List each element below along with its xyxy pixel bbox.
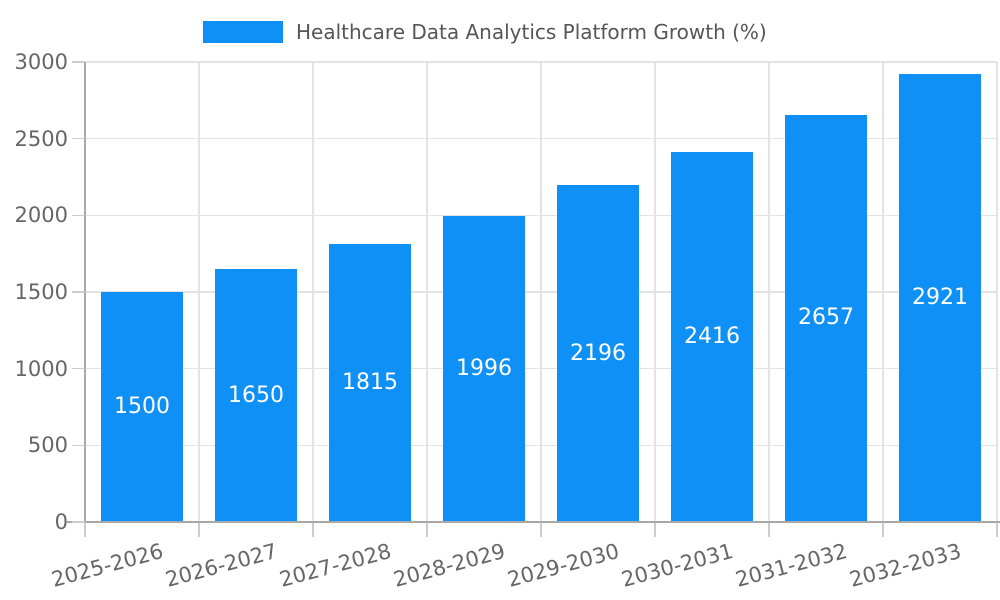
- chart-legend: Healthcare Data Analytics Platform Growt…: [203, 21, 767, 43]
- bar-value-label: 2921: [912, 285, 968, 311]
- x-tick-label: 2027-2028: [276, 539, 394, 592]
- bar: [671, 151, 753, 522]
- x-tick-mark: [882, 523, 884, 537]
- bar-value-label: 1996: [456, 355, 512, 381]
- bar: [557, 185, 639, 522]
- y-tick-label: 0: [54, 510, 68, 534]
- gridline-vertical: [654, 62, 656, 522]
- y-tick-label: 2000: [14, 203, 68, 228]
- bar-value-label: 2416: [684, 323, 740, 349]
- x-tick-label: 2025-2026: [48, 539, 166, 592]
- x-tick-mark: [198, 523, 200, 537]
- x-tick-label: 2030-2031: [618, 539, 736, 592]
- y-tick-mark: [72, 137, 85, 140]
- y-tick-mark: [72, 521, 85, 523]
- y-tick-mark: [72, 61, 85, 63]
- y-tick-mark: [72, 444, 85, 447]
- x-axis-line: [67, 521, 1000, 523]
- gridline-vertical: [882, 62, 884, 522]
- y-tick-mark: [72, 291, 85, 293]
- x-tick-mark: [84, 523, 86, 537]
- bar: [785, 114, 867, 522]
- x-tick-label: 2028-2029: [390, 539, 508, 592]
- y-tick-mark: [72, 214, 85, 217]
- x-tick-mark: [312, 523, 314, 537]
- y-tick-label: 2500: [14, 126, 68, 151]
- bar-value-label: 1815: [342, 369, 398, 395]
- y-tick-label: 3000: [14, 50, 68, 74]
- bar-value-label: 1650: [228, 382, 284, 408]
- y-tick-label: 1500: [14, 280, 68, 304]
- gridline-vertical: [426, 62, 428, 522]
- y-tick-label: 1000: [14, 356, 68, 381]
- gridline-vertical: [996, 62, 998, 522]
- bar-value-label: 2196: [570, 340, 626, 366]
- x-tick-label: 2031-2032: [732, 539, 850, 592]
- legend-label: Healthcare Data Analytics Platform Growt…: [296, 20, 767, 44]
- gridline-vertical: [198, 62, 200, 522]
- x-tick-mark: [768, 523, 770, 537]
- x-tick-mark: [654, 523, 656, 537]
- y-tick-mark: [72, 367, 85, 370]
- x-tick-label: 2029-2030: [504, 539, 622, 592]
- x-tick-mark: [996, 523, 998, 537]
- y-tick-label: 500: [27, 433, 68, 458]
- bar: [215, 269, 297, 522]
- x-tick-label: 2026-2027: [162, 539, 280, 592]
- gridline-vertical: [768, 62, 770, 522]
- x-tick-mark: [540, 523, 542, 537]
- bar-value-label: 2657: [798, 305, 854, 331]
- gridline-vertical: [312, 62, 314, 522]
- bar: [899, 74, 981, 522]
- bar: [101, 292, 183, 522]
- x-tick-mark: [426, 523, 428, 537]
- x-tick-label: 2032-2033: [846, 539, 964, 592]
- bar: [329, 243, 411, 522]
- legend-swatch: [203, 21, 283, 43]
- plot-area: 1500 1650 1815 1996 2196 2416 2657 2921: [85, 61, 998, 522]
- bar: [443, 215, 525, 522]
- bar-value-label: 1500: [114, 394, 170, 419]
- gridline-vertical: [540, 62, 542, 522]
